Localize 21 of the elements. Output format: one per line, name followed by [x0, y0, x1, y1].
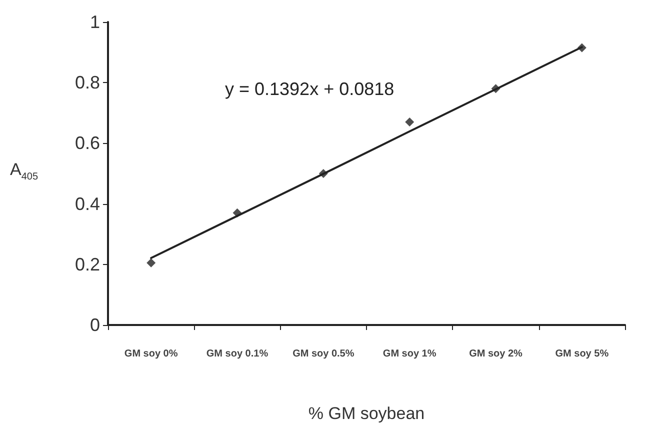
y-tick-label: 1	[90, 12, 100, 32]
y-axis-title: A$_{405}$	[10, 160, 38, 182]
point	[405, 117, 414, 126]
point	[491, 84, 500, 94]
point	[146, 258, 156, 268]
y-tick-label: 0	[90, 315, 100, 335]
point	[577, 43, 586, 52]
point	[232, 208, 242, 218]
x-tick-label: GM soy 0.1%	[206, 348, 268, 360]
x-tick-label: GM soy 0.5%	[292, 348, 354, 360]
x-tick-label: GM soy 1%	[382, 348, 436, 360]
x-tick-label: GM soy 0%	[124, 348, 178, 360]
y-tick-label: 0.4	[74, 194, 100, 214]
point	[318, 169, 328, 178]
annotation: y = 0.1392x + 0.0818	[225, 79, 394, 99]
y-tick-label: 0.2	[74, 254, 100, 274]
y-tick-label: 0.6	[74, 133, 100, 154]
x-axis-title: % GM soybean	[308, 404, 425, 423]
x-tick-label: GM soy 5%	[555, 348, 609, 360]
y-tick-label: 0.8	[74, 72, 100, 93]
x-tick-label: GM soy 2%	[469, 348, 523, 360]
